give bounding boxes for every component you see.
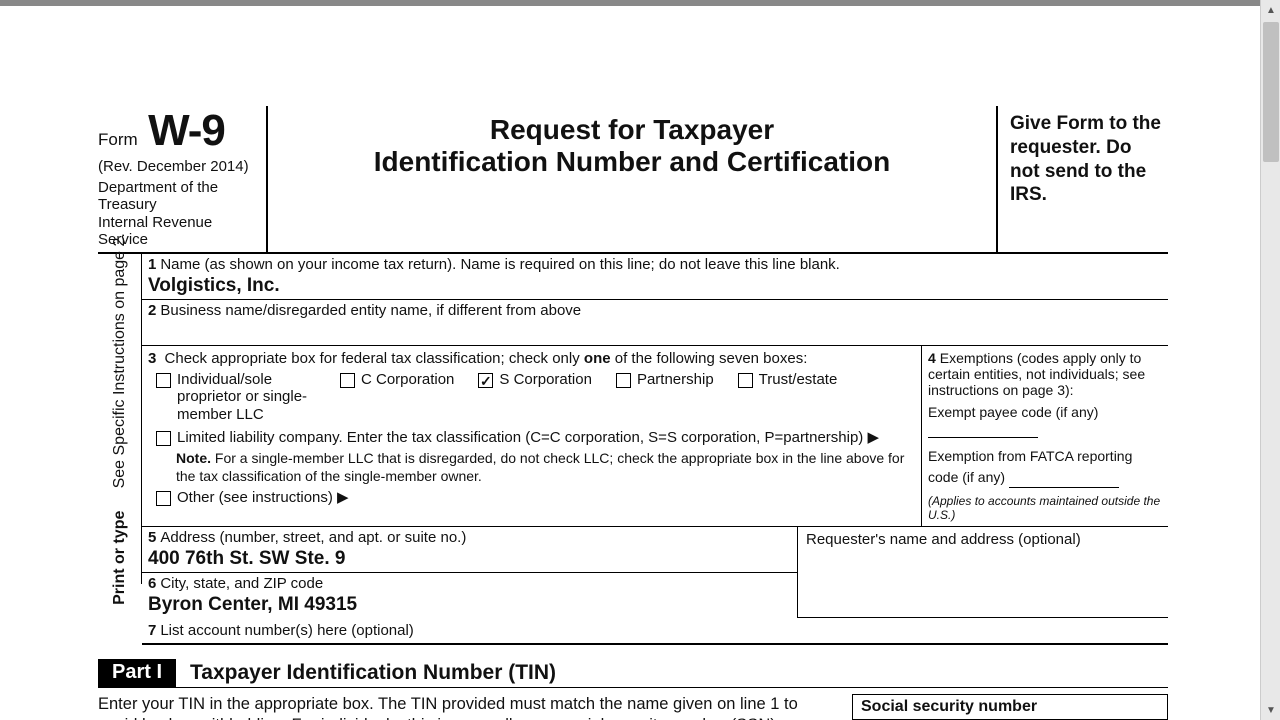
box3-options: Individual/sole proprietor or single-mem… (156, 371, 915, 423)
line7-label: List account number(s) here (optional) (160, 622, 413, 639)
tin-row: Enter your TIN in the appropriate box. T… (98, 694, 1168, 720)
tin-p1a: Enter your TIN in the appropriate box. T… (98, 695, 798, 720)
box3-note-text: For a single-member LLC that is disregar… (176, 450, 904, 484)
line-5: 5Address (number, street, and apt. or su… (142, 527, 797, 573)
ssn-label: Social security number (852, 694, 1168, 719)
w9-form-page: Form W-9 (Rev. December 2014) Department… (98, 6, 1168, 720)
title-line2: Identification Number and Certification (278, 146, 986, 178)
box3-label-one: one (584, 350, 611, 367)
opt-s-corp-label: S Corporation (499, 371, 592, 388)
checkbox-trust[interactable] (738, 373, 753, 388)
line6-label: City, state, and ZIP code (160, 575, 323, 592)
opt-s-corp[interactable]: ✓ S Corporation (478, 371, 592, 388)
scrollbar-down-icon[interactable]: ▼ (1261, 700, 1280, 720)
fatca-field[interactable] (1009, 470, 1119, 488)
box3-label-prefix: Check appropriate box for federal tax cl… (165, 350, 584, 367)
opt-other[interactable]: Other (see instructions) ▶ (156, 489, 915, 506)
row-3-4: 3 Check appropriate box for federal tax … (142, 346, 1168, 527)
opt-c-corp[interactable]: C Corporation (340, 371, 454, 388)
row-5-6: 5Address (number, street, and apt. or su… (142, 527, 1168, 618)
line1-num: 1 (148, 256, 156, 273)
opt-trust[interactable]: Trust/estate (738, 371, 838, 388)
tin-boxes: Social security number – – or Employer i… (852, 694, 1168, 720)
checkbox-c-corp[interactable] (340, 373, 355, 388)
line5-label: Address (number, street, and apt. or sui… (160, 529, 466, 546)
print-or-type: Print or type (111, 511, 128, 605)
opt-llc[interactable]: Limited liability company. Enter the tax… (156, 429, 915, 446)
checkbox-partnership[interactable] (616, 373, 631, 388)
opt-trust-label: Trust/estate (759, 371, 838, 388)
scrollbar-track[interactable]: ▲ ▼ (1260, 0, 1280, 720)
exempt-payee-field[interactable] (928, 420, 1038, 438)
header-left: Form W-9 (Rev. December 2014) Department… (98, 106, 268, 252)
form-fields: 1Name (as shown on your income tax retur… (142, 254, 1168, 618)
part1-badge: Part I (98, 659, 176, 687)
opt-individual[interactable]: Individual/sole proprietor or single-mem… (156, 371, 316, 423)
scrollbar-thumb[interactable] (1263, 22, 1279, 162)
opt-c-corp-label: C Corporation (361, 371, 454, 388)
checkbox-s-corp[interactable]: ✓ (478, 373, 493, 388)
form-body: Print or type See Specific Instructions … (98, 254, 1168, 618)
see-instructions: See Specific Instructions on page 2. (111, 233, 128, 488)
line6-num: 6 (148, 575, 156, 592)
line-2: 2Business name/disregarded entity name, … (142, 300, 1168, 346)
form-header: Form W-9 (Rev. December 2014) Department… (98, 106, 1168, 254)
box3-label-suffix: of the following seven boxes: (611, 350, 808, 367)
box-4: 4Exemptions (codes apply only to certain… (922, 346, 1168, 526)
box-3: 3 Check appropriate box for federal tax … (142, 346, 922, 526)
checkbox-llc[interactable] (156, 431, 171, 446)
scrollbar-up-icon[interactable]: ▲ (1261, 0, 1280, 20)
box3-note-label: Note. (176, 450, 211, 466)
part1-title: Taxpayer Identification Number (TIN) (176, 659, 570, 687)
col-5-6: 5Address (number, street, and apt. or su… (142, 527, 798, 618)
line-1: 1Name (as shown on your income tax retur… (142, 254, 1168, 300)
tin-instructions: Enter your TIN in the appropriate box. T… (98, 694, 834, 720)
line1-value[interactable]: Volgistics, Inc. (148, 275, 1162, 297)
sidebar-text: Print or type See Specific Instructions … (111, 233, 129, 605)
line5-value[interactable]: 400 76th St. SW Ste. 9 (148, 548, 791, 570)
line6-value[interactable]: Byron Center, MI 49315 (148, 594, 791, 616)
header-right: Give Form to the requester. Do not send … (998, 106, 1168, 252)
line2-label: Business name/disregarded entity name, i… (160, 302, 581, 319)
opt-individual-label: Individual/sole proprietor or single-mem… (177, 371, 316, 423)
give-instruction: Give Form to the requester. Do not send … (1010, 112, 1162, 207)
opt-other-label: Other (see instructions) ▶ (177, 489, 349, 506)
line-7: 7List account number(s) here (optional) (142, 618, 1168, 645)
line7-num: 7 (148, 622, 156, 639)
requester-label: Requester's name and address (optional) (806, 531, 1081, 548)
opt-partnership[interactable]: Partnership (616, 371, 714, 388)
checkbox-individual[interactable] (156, 373, 171, 388)
requester-box[interactable]: Requester's name and address (optional) (798, 527, 1168, 618)
box3-note: Note. For a single-member LLC that is di… (176, 450, 915, 485)
line1-label: Name (as shown on your income tax return… (160, 256, 840, 273)
opt-partnership-label: Partnership (637, 371, 714, 388)
form-word: Form (98, 130, 138, 149)
part1-bar: Part I Taxpayer Identification Number (T… (98, 659, 1168, 688)
document-viewport: Form W-9 (Rev. December 2014) Department… (0, 6, 1260, 720)
title-line1: Request for Taxpayer (278, 114, 986, 146)
box3-num: 3 (148, 350, 156, 367)
opt-llc-label: Limited liability company. Enter the tax… (177, 429, 879, 446)
exempt-payee-label: Exempt payee code (if any) (928, 404, 1098, 420)
checkbox-other[interactable] (156, 491, 171, 506)
applies-note: (Applies to accounts maintained outside … (928, 494, 1162, 522)
line5-num: 5 (148, 529, 156, 546)
box4-num: 4 (928, 350, 936, 366)
revision: (Rev. December 2014) (98, 158, 266, 175)
box4-label: Exemptions (codes apply only to certain … (928, 350, 1145, 398)
sidebar-rotated: Print or type See Specific Instructions … (98, 254, 142, 584)
header-title: Request for Taxpayer Identification Numb… (268, 106, 998, 252)
line-6: 6City, state, and ZIP code Byron Center,… (142, 573, 797, 618)
line2-num: 2 (148, 302, 156, 319)
form-code: W-9 (148, 106, 225, 156)
